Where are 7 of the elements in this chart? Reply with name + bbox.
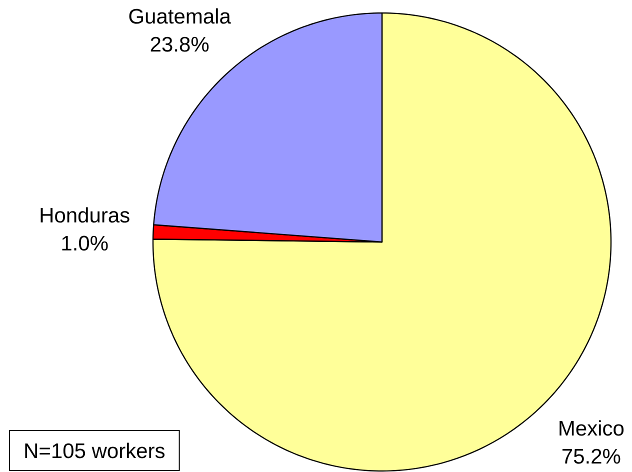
text: N=105 workers bbox=[25, 442, 165, 458]
data-label: 1.0% bbox=[62, 236, 108, 251]
slice-label: Mexico bbox=[560, 420, 624, 436]
slice-label: Guatemala bbox=[129, 8, 231, 24]
slice-label: Honduras bbox=[40, 207, 130, 223]
data-label: 23.8% bbox=[150, 36, 209, 52]
data-label: 75.2% bbox=[562, 448, 620, 464]
